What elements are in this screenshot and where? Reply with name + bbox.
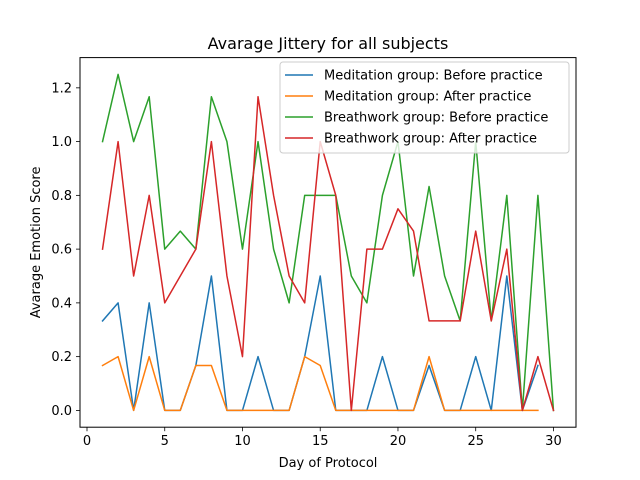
- x-tick-label: 30: [545, 434, 562, 449]
- y-tick-label: 0.4: [51, 296, 72, 311]
- x-tick-label: 10: [234, 434, 251, 449]
- series-line-2: [101, 355, 539, 412]
- series-line-4: [101, 95, 555, 412]
- x-tick-label: 20: [390, 434, 407, 449]
- y-axis-label: Avarage Emotion Score: [29, 167, 44, 319]
- y-tick-label: 0.2: [51, 350, 72, 365]
- x-axis-label: Day of Protocol: [279, 456, 378, 471]
- y-axis: 0.0 0.2 0.4 0.6 0.8 1.0 1.2: [51, 81, 80, 419]
- series-line-3: [101, 73, 555, 412]
- y-tick-label: 1.2: [51, 81, 72, 96]
- x-tick-label: 25: [467, 434, 484, 449]
- legend: Meditation group: Before practice Meditat…: [279, 61, 570, 154]
- x-tick-label: 15: [312, 434, 329, 449]
- legend-label: Breathwork group: Before practice: [324, 111, 548, 126]
- x-axis: 0 5 10 15 20 25 30: [83, 427, 562, 449]
- chart-title: Avarage Jittery for all subjects: [208, 34, 449, 53]
- x-tick-label: 0: [83, 434, 91, 449]
- legend-label: Meditation group: After practice: [324, 90, 531, 105]
- legend-box: [279, 61, 570, 154]
- x-tick-label: 5: [161, 434, 169, 449]
- legend-label: Meditation group: Before practice: [324, 69, 543, 84]
- y-tick-label: 1.0: [51, 135, 72, 150]
- y-tick-label: 0.6: [51, 243, 72, 258]
- y-tick-label: 0.0: [51, 404, 72, 419]
- y-tick-label: 0.8: [51, 189, 72, 204]
- legend-label: Breathwork group: After practice: [324, 132, 537, 147]
- series-lines: [101, 73, 555, 412]
